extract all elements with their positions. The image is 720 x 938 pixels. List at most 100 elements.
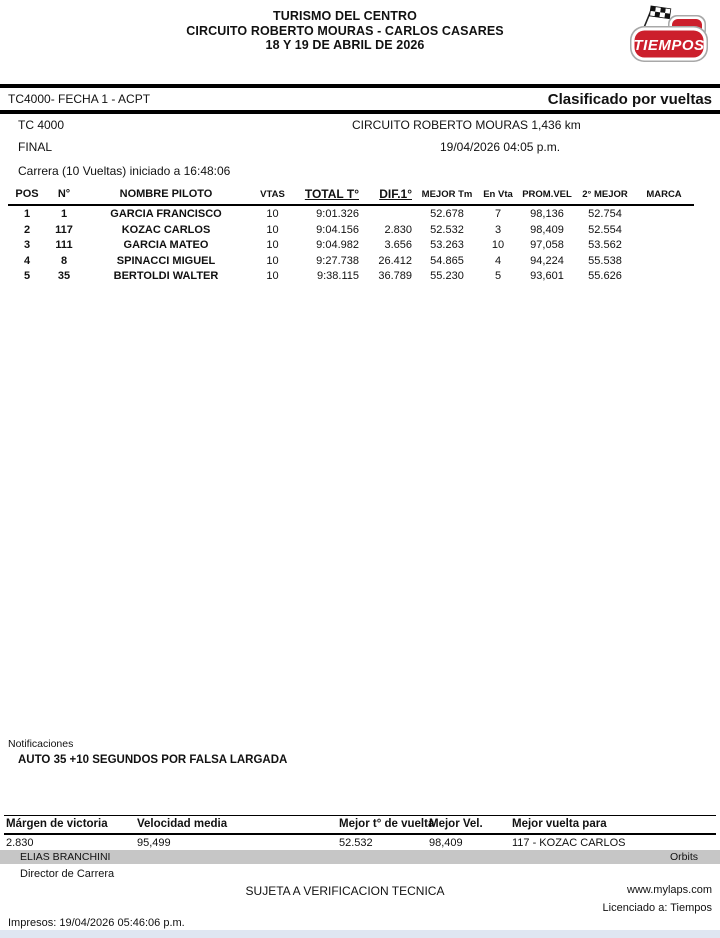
summary-best-lap-value: 52.532	[339, 837, 373, 849]
cell-2-mejor: 55.626	[588, 270, 622, 283]
col-prom-vel: PROM.VEL	[518, 186, 576, 206]
session-datetime: 19/04/2026 04:05 p.m.	[440, 140, 561, 154]
summary-best-lap-by-value: 117 - KOZAC CARLOS	[512, 837, 626, 849]
summary-col-best-lap-by: Mejor vuelta para	[510, 815, 716, 835]
cell-en-vta: 7	[494, 208, 502, 220]
col-2-mejor: 2° MEJOR	[576, 186, 634, 206]
session-info: TC 4000 CIRCUITO ROBERTO MOURAS 1,436 km…	[0, 114, 720, 186]
cell-2-mejor: 52.754	[588, 208, 622, 220]
cell-num: 111	[55, 239, 73, 252]
cell-vtas: 10	[266, 208, 279, 220]
race-start-info: Carrera (10 Vueltas) iniciado a 16:48:06	[18, 164, 231, 178]
cell-prom-vel: 93,601	[530, 270, 564, 283]
cell-total: 9:04.156	[316, 223, 359, 236]
cell-total: 9:27.738	[316, 254, 359, 267]
cell-pos: 1	[23, 208, 31, 220]
table-row: 5 35 BERTOLDI WALTER 10 9:38.115 36.789 …	[8, 268, 694, 284]
verification-notice: SUJETA A VERIFICACION TECNICA	[245, 884, 445, 898]
cell-dif: 26.412	[378, 254, 412, 267]
cell-2-mejor: 55.538	[588, 254, 622, 267]
cell-2-mejor: 53.562	[588, 239, 622, 252]
notifications-section: Notificaciones AUTO 35 +10 SEGUNDOS POR …	[8, 738, 287, 766]
col-num: N°	[46, 186, 82, 206]
cell-mejor-tm: 55.230	[430, 270, 464, 283]
race-summary-table: Márgen de victoria Velocidad media Mejor…	[4, 815, 716, 855]
col-dif: DIF.1°	[363, 186, 416, 206]
summary-col-best-speed: Mejor Vel.	[427, 815, 510, 835]
window-edge-strip	[0, 930, 720, 938]
cell-dif	[363, 205, 416, 222]
cell-dif: 3.656	[384, 239, 412, 252]
cell-name: BERTOLDI WALTER	[113, 270, 219, 283]
cell-vtas: 10	[266, 254, 279, 267]
col-piloto: NOMBRE PILOTO	[82, 186, 250, 206]
summary-col-avg-speed: Velocidad media	[135, 815, 337, 835]
cell-name: SPINACCI MIGUEL	[116, 254, 216, 267]
cell-total: 9:01.326	[316, 208, 359, 220]
col-mejor-tm: MEJOR Tm	[416, 186, 478, 206]
cell-2-mejor: 52.554	[588, 223, 622, 236]
cell-num: 35	[57, 270, 71, 283]
cell-prom-vel: 98,409	[530, 223, 564, 236]
cell-num: 117	[55, 223, 73, 236]
cell-en-vta: 4	[494, 254, 502, 267]
cell-prom-vel: 98,136	[530, 208, 564, 220]
cell-total: 9:04.982	[316, 239, 359, 252]
event-circuit: CIRCUITO ROBERTO MOURAS - CARLOS CASARES	[186, 23, 504, 38]
summary-value-row: 2.830 95,499 52.532 98,409 117 - KOZAC C…	[4, 834, 716, 854]
cell-mejor-tm: 52.532	[430, 223, 464, 236]
checkered-flag-icon	[649, 5, 672, 20]
cell-num: 8	[60, 254, 68, 267]
summary-avg-speed-value: 95,499	[137, 837, 171, 849]
cell-total: 9:38.115	[316, 270, 359, 283]
session-name: FINAL	[18, 140, 53, 154]
cell-marca	[634, 253, 694, 269]
tiempos-logo-graphic: TIEMPOS	[630, 5, 708, 62]
tiempos-logo-text: TIEMPOS	[633, 37, 704, 54]
cell-mejor-tm: 54.865	[430, 254, 464, 267]
summary-col-best-lap: Mejor t° de vuelta	[337, 815, 434, 835]
col-pos: POS	[8, 186, 46, 206]
event-title-block: TURISMO DEL CENTRO CIRCUITO ROBERTO MOUR…	[0, 9, 690, 53]
table-row: 1 1 GARCIA FRANCISCO 10 9:01.326 52.678 …	[8, 205, 694, 222]
event-series: TURISMO DEL CENTRO	[273, 9, 417, 23]
cell-pos: 2	[23, 223, 31, 236]
col-total: TOTAL T°	[295, 186, 363, 206]
cell-prom-vel: 94,224	[530, 254, 564, 267]
notifications-label: Notificaciones	[8, 738, 74, 750]
circuit-length: CIRCUITO ROBERTO MOURAS 1,436 km	[352, 118, 581, 132]
cell-marca	[634, 268, 694, 284]
license-text: Licenciado a: Tiempos	[602, 902, 712, 914]
cell-pos: 4	[23, 254, 31, 267]
cell-vtas: 10	[266, 270, 279, 283]
cell-en-vta: 10	[491, 239, 505, 252]
cell-name: GARCIA MATEO	[123, 239, 209, 252]
results-table: POS N° NOMBRE PILOTO VTAS TOTAL T° DIF.1…	[8, 186, 694, 284]
table-row: 4 8 SPINACCI MIGUEL 10 9:27.738 26.412 5…	[8, 253, 694, 269]
cell-pos: 5	[23, 270, 31, 283]
race-director-role: Director de Carrera	[20, 868, 115, 880]
mylaps-website: www.mylaps.com	[627, 884, 712, 896]
table-row: 2 117 KOZAC CARLOS 10 9:04.156 2.830 52.…	[8, 222, 694, 238]
tiempos-logo: TIEMPOS	[626, 4, 712, 66]
notification-item: AUTO 35 +10 SEGUNDOS POR FALSA LARGADA	[18, 754, 288, 766]
classification-bar: TC4000- FECHA 1 - ACPT Clasificado por v…	[0, 84, 720, 114]
summary-header-row: Márgen de victoria Velocidad media Mejor…	[4, 815, 716, 835]
timing-brand: Orbits	[669, 851, 698, 863]
cell-marca	[634, 237, 694, 253]
cell-en-vta: 5	[494, 270, 502, 283]
cell-marca	[634, 205, 694, 222]
session-code: TC4000- FECHA 1 - ACPT	[8, 92, 151, 106]
cell-marca	[634, 222, 694, 238]
summary-margin-value: 2.830	[6, 837, 34, 849]
results-header-row: POS N° NOMBRE PILOTO VTAS TOTAL T° DIF.1…	[8, 186, 694, 206]
cell-pos: 3	[23, 239, 31, 252]
table-row: 3 111 GARCIA MATEO 10 9:04.982 3.656 53.…	[8, 237, 694, 253]
cell-dif: 36.789	[378, 270, 412, 283]
cell-name: GARCIA FRANCISCO	[110, 208, 222, 220]
col-marca: MARCA	[634, 186, 694, 206]
cell-mejor-tm: 53.263	[430, 239, 464, 252]
col-en-vta: En Vta	[478, 186, 518, 206]
classification-title: Clasificado por vueltas	[547, 90, 712, 108]
